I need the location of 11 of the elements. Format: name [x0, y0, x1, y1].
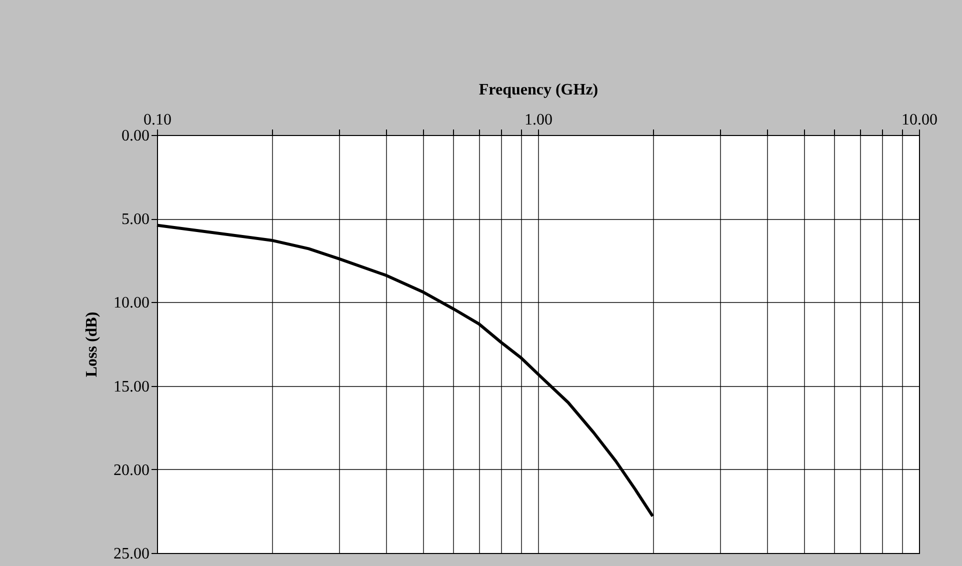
- y-tick-label: 5.00: [122, 211, 150, 228]
- y-tick-label: 25.00: [114, 546, 150, 562]
- y-tick-label: 10.00: [114, 294, 150, 312]
- x-tick-label: 10.00: [902, 112, 938, 128]
- x-tick-label: 0.10: [144, 112, 172, 128]
- y-axis-title: Loss (dB): [84, 312, 100, 378]
- x-tick-label: 1.00: [524, 112, 552, 128]
- y-tick-label: 15.00: [114, 378, 150, 396]
- x-axis-title: Frequency (GHz): [478, 82, 598, 98]
- y-tick-label: 0.00: [122, 128, 150, 144]
- y-tick-label: 20.00: [114, 462, 150, 479]
